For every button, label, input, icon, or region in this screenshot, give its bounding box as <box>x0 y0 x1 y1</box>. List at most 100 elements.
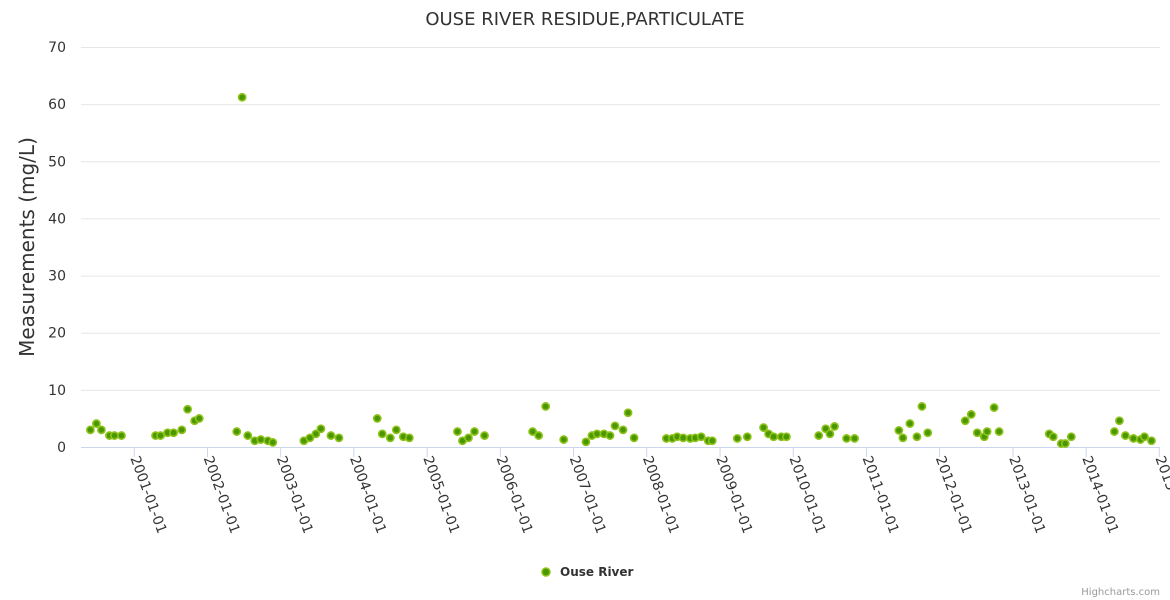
x-tick-label: 2002-01-01 <box>200 454 243 536</box>
data-point[interactable] <box>732 434 742 443</box>
data-point[interactable] <box>372 414 382 423</box>
x-tick-label: 2007-01-01 <box>566 454 609 536</box>
data-point[interactable] <box>678 433 688 443</box>
data-point[interactable] <box>110 431 119 440</box>
data-point[interactable] <box>618 425 628 435</box>
data-point[interactable] <box>1115 416 1124 426</box>
data-point[interactable] <box>742 432 752 442</box>
x-tick-label: 2012-01-01 <box>932 454 975 536</box>
legend-item-ouse-river[interactable]: Ouse River <box>541 565 634 579</box>
data-point[interactable] <box>605 431 615 440</box>
x-tick-label: 2010-01-01 <box>785 454 828 536</box>
data-point[interactable] <box>623 408 633 418</box>
x-tick-label: 2015-01-01 <box>1152 454 1170 536</box>
data-point[interactable] <box>850 434 859 443</box>
data-point[interactable] <box>982 427 992 436</box>
data-point[interactable] <box>994 427 1004 436</box>
data-point[interactable] <box>825 429 835 439</box>
data-point[interactable] <box>391 425 401 435</box>
y-tick-label: 60 <box>48 97 66 113</box>
data-point[interactable] <box>85 425 95 435</box>
data-point[interactable] <box>528 427 538 436</box>
data-point[interactable] <box>541 402 551 411</box>
data-point[interactable] <box>326 431 336 440</box>
y-tick-label: 10 <box>48 383 66 399</box>
data-point[interactable] <box>334 433 344 443</box>
data-point[interactable] <box>117 431 126 440</box>
x-tick-label: 2013-01-01 <box>1005 454 1048 536</box>
data-point[interactable] <box>898 433 908 443</box>
data-point[interactable] <box>1140 432 1149 442</box>
y-tick-label: 70 <box>48 40 66 56</box>
data-point[interactable] <box>177 425 187 435</box>
data-point[interactable] <box>912 432 922 442</box>
x-tick-label: 2005-01-01 <box>419 454 462 536</box>
data-point[interactable] <box>243 431 253 440</box>
data-point[interactable] <box>183 404 193 414</box>
legend-marker <box>541 567 551 577</box>
data-point[interactable] <box>480 431 489 440</box>
data-point[interactable] <box>581 437 591 447</box>
data-point[interactable] <box>759 423 768 432</box>
data-point[interactable] <box>917 402 927 411</box>
gridlines <box>81 47 1160 391</box>
data-point[interactable] <box>592 429 602 439</box>
data-point[interactable] <box>316 424 326 434</box>
data-point[interactable] <box>453 427 462 436</box>
data-point[interactable] <box>470 427 479 436</box>
data-point[interactable] <box>1129 434 1138 443</box>
x-tick-label: 2003-01-01 <box>273 454 316 536</box>
data-point[interactable] <box>894 426 904 435</box>
data-point[interactable] <box>92 419 101 428</box>
y-tick-label: 0 <box>57 440 66 456</box>
data-point[interactable] <box>905 419 915 428</box>
data-point[interactable] <box>404 433 414 443</box>
data-point[interactable] <box>194 414 204 423</box>
data-point[interactable] <box>707 436 717 446</box>
chart-title: OUSE RIVER RESIDUE,PARTICULATE <box>425 9 744 30</box>
data-point[interactable] <box>923 428 933 438</box>
data-point[interactable] <box>972 428 982 438</box>
data-point[interactable] <box>385 433 395 443</box>
data-point[interactable] <box>268 438 278 447</box>
data-point[interactable] <box>559 435 569 444</box>
data-point[interactable] <box>1109 427 1119 436</box>
x-tick-label: 2004-01-01 <box>346 454 389 536</box>
data-point[interactable] <box>156 431 165 440</box>
data-point[interactable] <box>169 428 178 438</box>
y-tick-label: 30 <box>48 269 66 285</box>
data-point[interactable] <box>814 431 824 440</box>
series-ouse-river[interactable] <box>85 92 1156 448</box>
data-point[interactable] <box>311 429 321 439</box>
data-point[interactable] <box>610 421 620 431</box>
x-axis-ticks: 2001-01-01 2002-01-01 2003-01-01 2004-01-01… <box>127 447 1170 536</box>
data-point[interactable] <box>237 92 247 102</box>
data-point[interactable] <box>1121 431 1130 440</box>
data-point[interactable] <box>464 433 473 443</box>
x-tick-label: 2009-01-01 <box>712 454 755 536</box>
x-tick-label: 2001-01-01 <box>127 454 170 536</box>
data-point[interactable] <box>256 435 266 444</box>
data-point[interactable] <box>782 432 791 442</box>
data-point[interactable] <box>769 432 778 442</box>
data-point[interactable] <box>305 433 315 443</box>
data-point[interactable] <box>1147 436 1156 446</box>
data-point[interactable] <box>534 431 544 440</box>
data-point[interactable] <box>960 416 970 426</box>
x-tick-label: 2008-01-01 <box>639 454 682 536</box>
data-point[interactable] <box>696 432 706 442</box>
x-tick-label: 2011-01-01 <box>859 454 902 536</box>
data-point[interactable] <box>1060 439 1070 448</box>
data-point[interactable] <box>629 433 639 443</box>
data-point[interactable] <box>989 403 999 412</box>
data-point[interactable] <box>842 434 851 443</box>
data-point[interactable] <box>97 425 106 435</box>
data-point[interactable] <box>377 429 387 439</box>
data-point[interactable] <box>232 427 242 436</box>
data-point[interactable] <box>830 422 839 431</box>
data-point[interactable] <box>1048 432 1058 442</box>
credits-link[interactable]: Highcharts.com <box>1081 587 1160 598</box>
data-point[interactable] <box>966 410 976 419</box>
data-point[interactable] <box>1066 432 1076 442</box>
